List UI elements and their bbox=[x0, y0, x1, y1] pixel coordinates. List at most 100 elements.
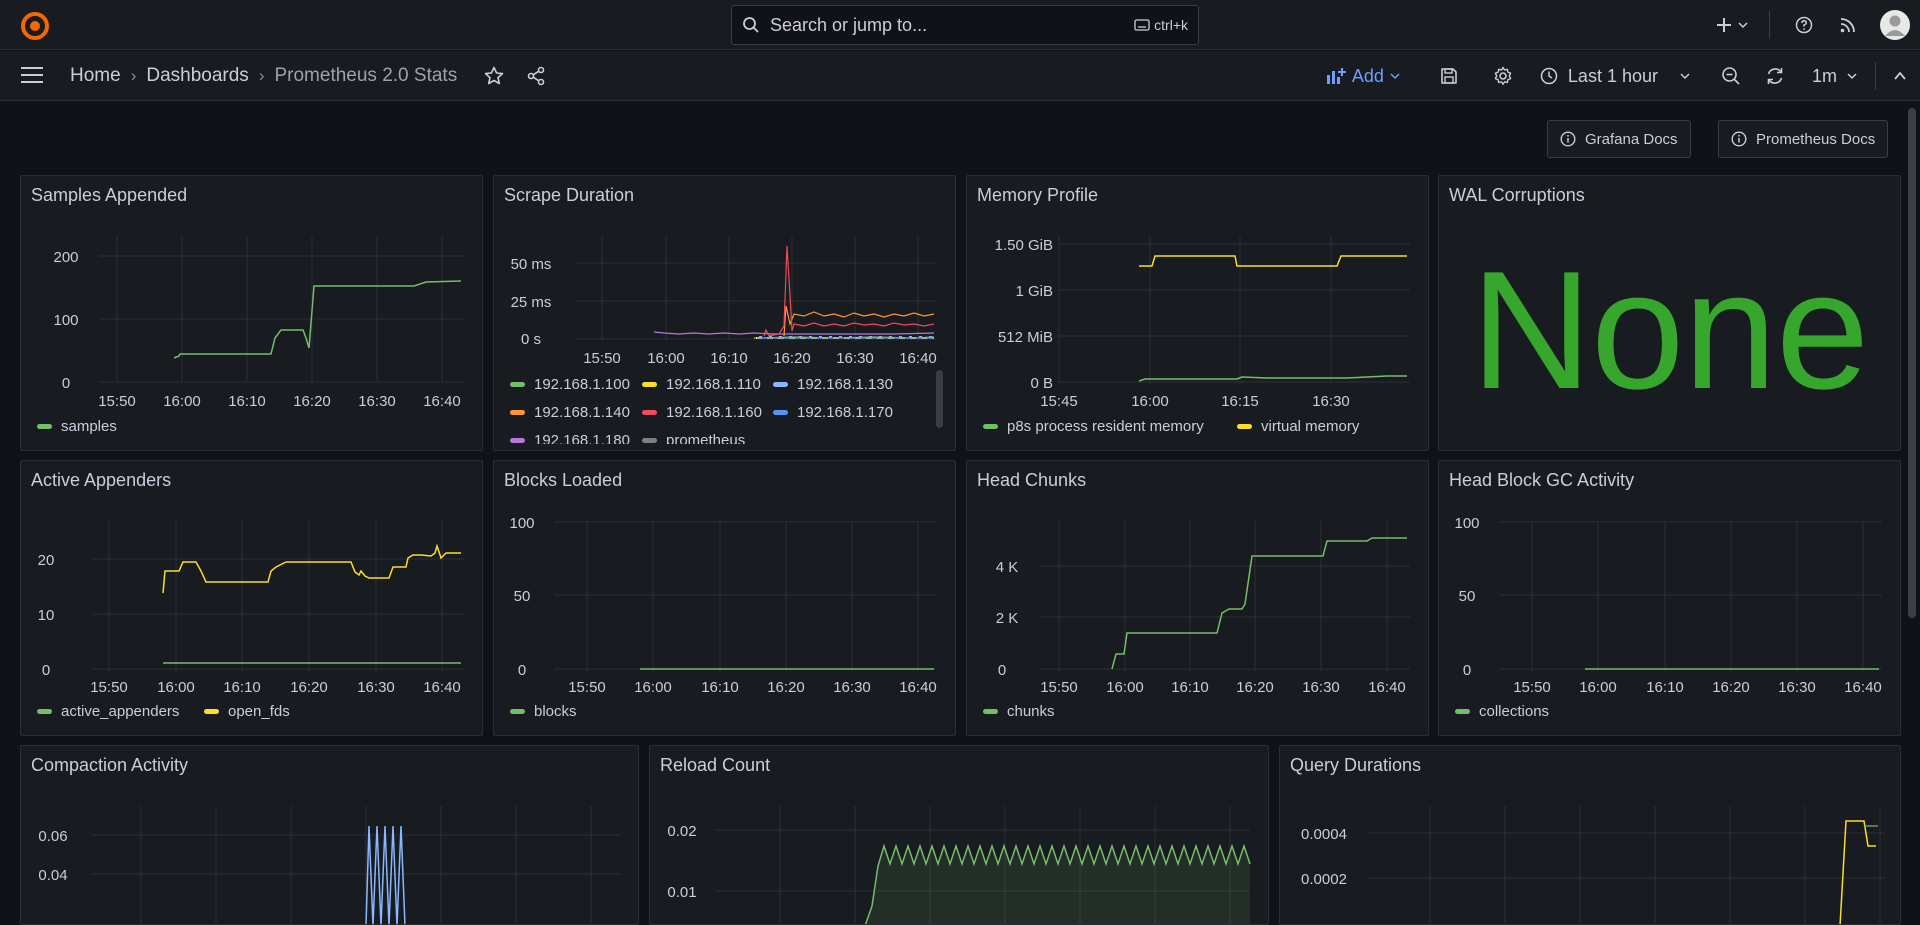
panel-memory-profile[interactable]: Memory Profile 1.50 GiB 1 GiB 512 MiB 0 … bbox=[966, 175, 1429, 451]
panel-compaction-activity[interactable]: Compaction Activity 0.06 0.04 bbox=[20, 745, 639, 925]
legend-item[interactable]: 192.168.1.180 bbox=[510, 432, 630, 444]
panel-active-appenders[interactable]: Active Appenders 20 10 0 15:50 16:00 16:… bbox=[20, 460, 483, 736]
legend-item[interactable]: open_fds bbox=[204, 703, 290, 720]
legend-scrollbar[interactable] bbox=[936, 370, 943, 428]
x-tick: 16:10 bbox=[701, 679, 739, 696]
legend-label: 192.168.1.140 bbox=[534, 404, 630, 421]
y-tick: 0.04 bbox=[38, 867, 67, 884]
y-tick: 20 bbox=[38, 552, 55, 569]
save-icon bbox=[1441, 68, 1457, 84]
legend-swatch bbox=[642, 410, 657, 415]
help-button[interactable] bbox=[1782, 16, 1826, 34]
dashboard-settings-button[interactable] bbox=[1476, 66, 1530, 86]
y-tick: 50 bbox=[1459, 588, 1476, 605]
series-line-resident-memory bbox=[1138, 375, 1407, 382]
legend-swatch bbox=[983, 709, 998, 714]
chevron-down-icon bbox=[1390, 73, 1400, 80]
x-tick: 16:00 bbox=[1131, 393, 1169, 410]
legend-item[interactable]: 192.168.1.140 bbox=[510, 404, 630, 421]
panel-query-durations[interactable]: Query Durations 0.0004 0.0002 bbox=[1279, 745, 1901, 925]
collapse-navbar-button[interactable] bbox=[1880, 69, 1920, 83]
avatar bbox=[1880, 10, 1910, 40]
x-tick: 16:00 bbox=[163, 393, 201, 410]
legend-item[interactable]: 192.168.1.100 bbox=[510, 376, 630, 393]
zoom-out-button[interactable] bbox=[1704, 66, 1758, 86]
hamburger-icon bbox=[21, 67, 43, 83]
legend-item[interactable]: chunks bbox=[983, 703, 1055, 720]
series-line-chunks bbox=[1111, 537, 1407, 670]
head-chunks-chart: 4 K 2 K 0 15:50 16:00 16:10 16:20 16:30 … bbox=[996, 521, 1410, 696]
legend-item[interactable]: prometheus bbox=[642, 432, 745, 444]
panel-samples-appended[interactable]: Samples Appended 200 100 0 15:50 16:00 1… bbox=[20, 175, 483, 451]
x-tick: 16:10 bbox=[1171, 679, 1209, 696]
y-tick: 50 bbox=[514, 588, 531, 605]
legend-item[interactable]: blocks bbox=[510, 703, 577, 720]
y-tick: 25 ms bbox=[511, 294, 552, 311]
x-tick: 16:30 bbox=[833, 679, 871, 696]
legend-item[interactable]: 192.168.1.110 bbox=[642, 376, 761, 393]
gear-icon bbox=[1494, 66, 1512, 85]
add-button[interactable]: Add bbox=[1326, 66, 1400, 87]
new-menu-button[interactable] bbox=[1707, 17, 1757, 33]
breadcrumb-home[interactable]: Home bbox=[70, 65, 121, 86]
legend-item-samples[interactable]: samples bbox=[61, 418, 117, 435]
y-tick: 0.02 bbox=[667, 823, 696, 840]
legend-swatch bbox=[773, 382, 788, 387]
x-tick: 16:00 bbox=[1579, 679, 1617, 696]
news-button[interactable] bbox=[1826, 16, 1870, 34]
refresh-interval-picker[interactable]: 1m bbox=[1812, 66, 1857, 87]
panel-head-block-gc-activity[interactable]: Head Block GC Activity 100 50 0 15:50 16… bbox=[1438, 460, 1901, 736]
panel-blocks-loaded[interactable]: Blocks Loaded 100 50 0 15:50 16:00 16:10… bbox=[493, 460, 956, 736]
breadcrumb: Home › Dashboards › Prometheus 2.0 Stats bbox=[70, 65, 457, 87]
x-tick: 16:30 bbox=[358, 393, 396, 410]
legend-item[interactable]: 192.168.1.170 bbox=[773, 404, 893, 421]
panel-wal-corruptions[interactable]: WAL Corruptions None bbox=[1438, 175, 1901, 451]
panel-title: Head Block GC Activity bbox=[1449, 470, 1635, 490]
legend-swatch bbox=[983, 424, 998, 429]
reload-count-chart: 0.02 0.01 bbox=[667, 806, 1251, 924]
x-tick: 16:20 bbox=[1236, 679, 1274, 696]
chevron-up-icon bbox=[1894, 71, 1906, 80]
panel-title: Blocks Loaded bbox=[504, 470, 623, 490]
menu-button[interactable] bbox=[20, 65, 44, 85]
panel-scrape-duration[interactable]: Scrape Duration 50 ms 25 ms 0 s 15:50 16… bbox=[493, 175, 956, 451]
y-tick: 0 bbox=[518, 662, 526, 679]
x-tick: 15:45 bbox=[1040, 393, 1078, 410]
refresh-button[interactable] bbox=[1758, 66, 1792, 86]
page-scrollbar[interactable] bbox=[1908, 108, 1916, 618]
save-dashboard-button[interactable] bbox=[1422, 67, 1476, 85]
legend-item[interactable]: collections bbox=[1455, 703, 1549, 720]
share-icon bbox=[527, 66, 545, 86]
grafana-logo-icon[interactable] bbox=[20, 11, 50, 41]
breadcrumb-dashboards[interactable]: Dashboards bbox=[146, 65, 249, 86]
prometheus-docs-link[interactable]: Prometheus Docs bbox=[1718, 120, 1889, 158]
search-input[interactable]: Search or jump to... ctrl+k bbox=[731, 5, 1199, 45]
grafana-docs-link[interactable]: Grafana Docs bbox=[1547, 120, 1691, 158]
panel-title: Reload Count bbox=[660, 755, 771, 775]
legend-item[interactable]: 192.168.1.130 bbox=[773, 376, 893, 393]
query-durations-chart: 0.0004 0.0002 bbox=[1301, 806, 1885, 924]
legend-item[interactable]: p8s process resident memory bbox=[983, 418, 1204, 435]
legend-item[interactable]: 192.168.1.160 bbox=[642, 404, 762, 421]
panel-title: Query Durations bbox=[1290, 755, 1422, 775]
legend-label: 192.168.1.130 bbox=[797, 376, 893, 393]
y-tick: 0 B bbox=[1030, 375, 1053, 392]
panel-head-chunks[interactable]: Head Chunks 4 K 2 K 0 15:50 16:00 16:10 … bbox=[966, 460, 1429, 736]
legend-item[interactable]: active_appenders bbox=[37, 703, 179, 720]
legend-swatch bbox=[37, 709, 52, 714]
dashboard-toolbar: Add Last 1 hour 1m bbox=[1326, 51, 1920, 101]
keyboard-icon bbox=[1134, 19, 1150, 31]
legend-swatch bbox=[204, 709, 219, 714]
star-button[interactable] bbox=[484, 66, 504, 86]
share-button[interactable] bbox=[526, 66, 546, 86]
x-tick: 16:40 bbox=[423, 679, 461, 696]
profile-button[interactable] bbox=[1870, 10, 1920, 40]
panel-reload-count[interactable]: Reload Count 0.02 0.01 bbox=[649, 745, 1269, 925]
legend-swatch bbox=[642, 382, 657, 387]
legend-label: prometheus bbox=[666, 432, 746, 444]
time-range-picker[interactable]: Last 1 hour bbox=[1540, 66, 1690, 87]
y-tick: 4 K bbox=[996, 559, 1019, 576]
legend-item[interactable]: virtual memory bbox=[1237, 418, 1359, 435]
legend-label: 192.168.1.180 bbox=[534, 432, 630, 444]
x-tick: 16:15 bbox=[1221, 393, 1259, 410]
